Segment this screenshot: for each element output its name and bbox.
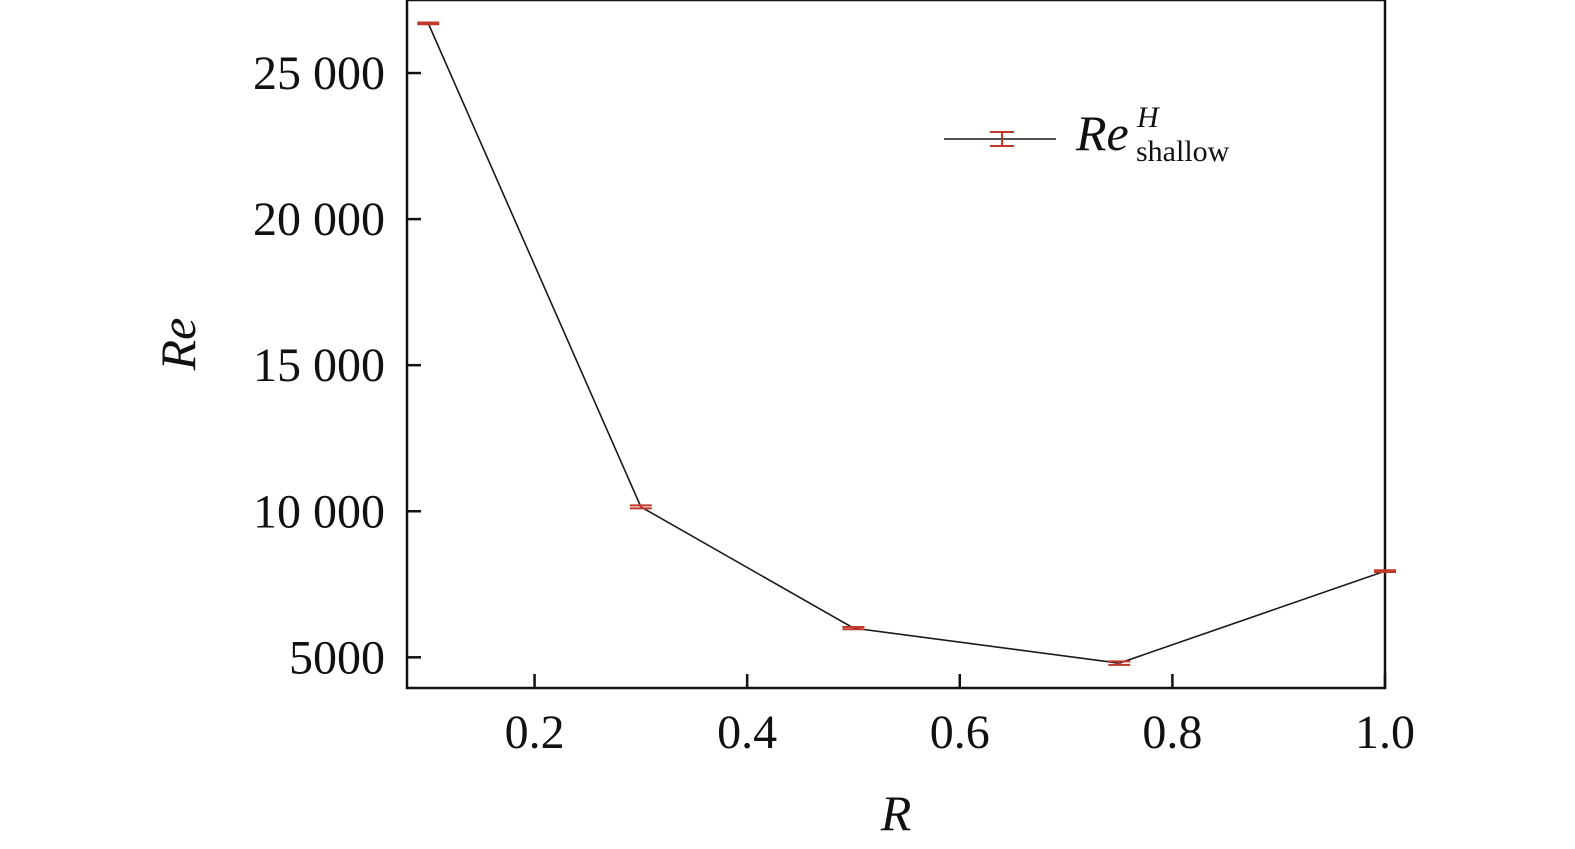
series-line [427, 23, 1386, 664]
y-axis-ticks: 5000 10 000 15 000 20 000 25 000 [253, 47, 421, 684]
series-layer [417, 21, 1396, 666]
y-tick-label: 10 000 [253, 485, 385, 538]
data-point [417, 21, 440, 26]
x-tick-label: 0.6 [930, 706, 990, 759]
plot-frame [405, 0, 1387, 690]
legend: Re H shallow [944, 101, 1230, 168]
y-tick-label: 5000 [289, 631, 385, 684]
y-tick-label: 20 000 [253, 193, 385, 246]
data-point [1374, 569, 1396, 574]
legend-label: Re [1075, 105, 1129, 161]
x-tick-label: 1.0 [1355, 706, 1415, 759]
legend-label-superscript: H [1136, 101, 1161, 134]
x-axis-ticks: 0.2 0.4 0.6 0.8 1.0 [505, 674, 1415, 759]
data-point [842, 625, 865, 631]
x-tick-label: 0.8 [1142, 706, 1202, 759]
y-tick-label: 15 000 [253, 339, 385, 392]
data-point [1108, 660, 1131, 666]
x-tick-label: 0.4 [717, 706, 777, 759]
y-axis-label: Re [150, 318, 206, 372]
y-tick-label: 25 000 [253, 47, 385, 100]
axes [405, 0, 1387, 690]
legend-label-subscript: shallow [1136, 135, 1230, 168]
data-point [629, 504, 652, 510]
x-axis-label: R [880, 785, 912, 841]
x-tick-label: 0.2 [505, 706, 565, 759]
